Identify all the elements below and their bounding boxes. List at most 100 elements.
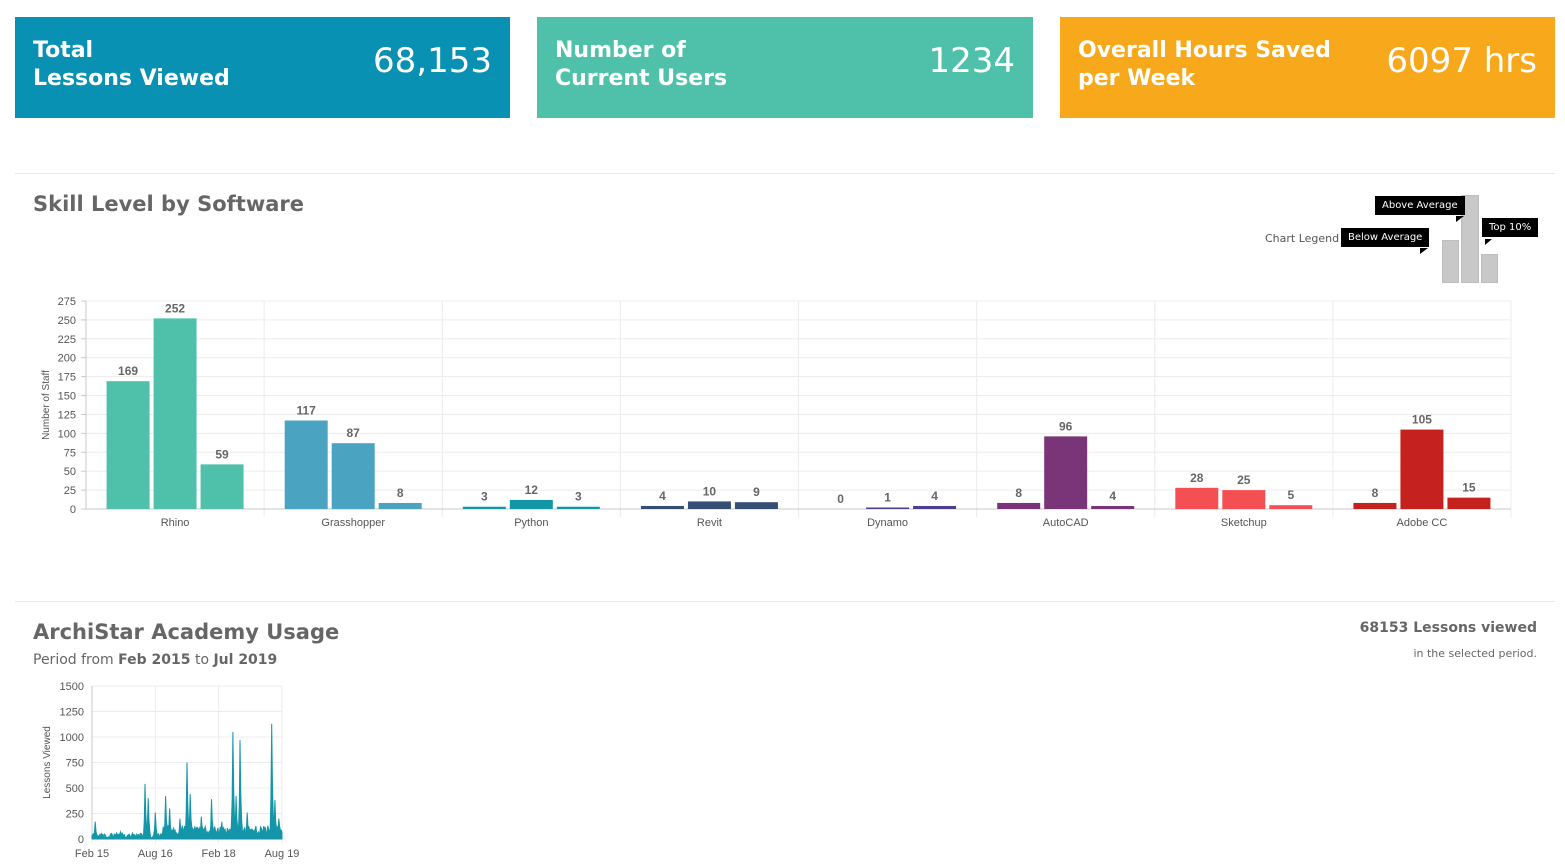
period-end: Jul 2019 [213, 652, 278, 668]
stat-card-users: Number of Current Users 1234 [537, 17, 1033, 118]
stat-value: 68,153 [373, 41, 492, 81]
bar-value-label: 96 [1059, 419, 1073, 433]
bar-value-label: 87 [347, 426, 361, 440]
stat-label: Total Lessons Viewed [33, 37, 230, 93]
y-tick-label: 50 [64, 466, 76, 478]
section-divider [15, 173, 1555, 174]
bar-value-label: 8 [397, 486, 404, 500]
bar [640, 505, 684, 509]
bar [509, 499, 553, 509]
bar-value-label: 169 [118, 364, 138, 378]
bar-value-label: 12 [525, 483, 539, 497]
period-line: Period from Feb 2015 to Jul 2019 [33, 652, 277, 668]
bar [556, 506, 600, 509]
bar-value-label: 4 [659, 489, 666, 503]
bar-value-label: 8 [1372, 486, 1379, 500]
stat-label-line2: per Week [1078, 66, 1196, 91]
bar [734, 502, 778, 509]
x-tick-label: Python [514, 517, 548, 529]
bar-value-label: 5 [1287, 488, 1294, 502]
y-tick-label: 100 [58, 428, 76, 440]
y-tick-label: 125 [58, 409, 76, 421]
stat-label: Number of Current Users [555, 37, 727, 93]
skill-section-title: Skill Level by Software [33, 192, 304, 216]
bar [378, 502, 422, 509]
bar-value-label: 1 [884, 491, 891, 505]
tooltip-pointer [1420, 248, 1428, 254]
bar-value-label: 105 [1412, 413, 1432, 427]
legend-bar-below [1442, 240, 1459, 283]
section-divider [15, 601, 1555, 602]
bar-value-label: 9 [753, 485, 760, 499]
bar-value-label: 4 [931, 489, 938, 503]
lessons-viewed-total: 68153 Lessons viewed [1359, 620, 1537, 636]
bar [1447, 497, 1491, 509]
bar [1353, 502, 1397, 509]
bar [462, 506, 506, 509]
bar [866, 507, 910, 509]
bar [1269, 505, 1313, 509]
stat-value: 1234 [928, 41, 1015, 81]
period-prefix: Period from [33, 652, 114, 668]
bar [913, 505, 957, 509]
y-axis-label: Lessons Viewed [42, 726, 53, 799]
y-tick-label: 0 [70, 504, 76, 516]
x-tick-label: Adobe CC [1397, 517, 1448, 529]
lessons-viewed-caption: in the selected period. [1413, 647, 1537, 660]
y-tick-label: 75 [64, 447, 76, 459]
y-tick-label: 25 [64, 485, 76, 497]
chart-legend-label: Chart Legend [1265, 232, 1340, 245]
bar-value-label: 3 [481, 490, 488, 504]
x-tick-label: Sketchup [1221, 517, 1267, 529]
bar [687, 501, 731, 509]
x-tick-label: AutoCAD [1043, 517, 1089, 529]
bar-value-label: 8 [1015, 486, 1022, 500]
bar [284, 420, 328, 509]
stat-card-lessons: Total Lessons Viewed 68,153 [15, 17, 510, 118]
bar-value-label: 10 [703, 484, 717, 498]
bar-value-label: 28 [1190, 471, 1204, 485]
bar [153, 318, 197, 509]
period-start: Feb 2015 [118, 652, 191, 668]
x-tick-label: Grasshopper [321, 517, 385, 529]
y-tick-label: 750 [66, 758, 84, 770]
tooltip-pointer [1485, 239, 1492, 245]
stat-label-line1: Total [33, 38, 94, 63]
legend-bar-top [1481, 254, 1498, 283]
y-tick-label: 1250 [60, 707, 84, 719]
bar-value-label: 3 [575, 490, 582, 504]
y-tick-label: 225 [58, 334, 76, 346]
bar-value-label: 252 [165, 301, 185, 315]
x-tick-label: Aug 16 [138, 848, 173, 860]
bar-value-label: 0 [837, 492, 844, 506]
y-tick-label: 200 [58, 353, 76, 365]
x-tick-label: Dynamo [867, 517, 908, 529]
period-to: to [194, 652, 210, 668]
usage-area-chart: 0 250 500 750 1000 1250 1500 Feb 15 Aug 16 Feb 18… [42, 681, 299, 860]
bar [331, 443, 375, 509]
legend-tooltip-top: Top 10% [1482, 218, 1539, 237]
y-tick-label: 250 [66, 809, 84, 821]
bar [106, 381, 150, 509]
tooltip-pointer [1456, 216, 1464, 222]
x-tick-label: Rhino [161, 517, 190, 529]
bar-value-label: 59 [215, 447, 229, 461]
bar [1175, 487, 1219, 509]
x-tick-label: Revit [697, 517, 722, 529]
bar-value-label: 15 [1462, 481, 1476, 495]
stat-label-line1: Overall Hours Saved [1078, 38, 1331, 63]
x-tick-label: Feb 18 [202, 848, 236, 860]
y-tick-label: 275 [58, 296, 76, 308]
usage-area-series [91, 723, 283, 840]
y-tick-label: 250 [58, 315, 76, 327]
bar-value-label: 25 [1237, 473, 1251, 487]
y-tick-label: 0 [78, 834, 84, 846]
legend-bars [1442, 195, 1498, 283]
stat-label-line1: Number of [555, 38, 686, 63]
y-tick-label: 500 [66, 783, 84, 795]
bar [1400, 429, 1444, 509]
bar-value-label: 117 [297, 404, 317, 418]
y-tick-label: 175 [58, 372, 76, 384]
y-tick-label: 1000 [60, 732, 84, 744]
